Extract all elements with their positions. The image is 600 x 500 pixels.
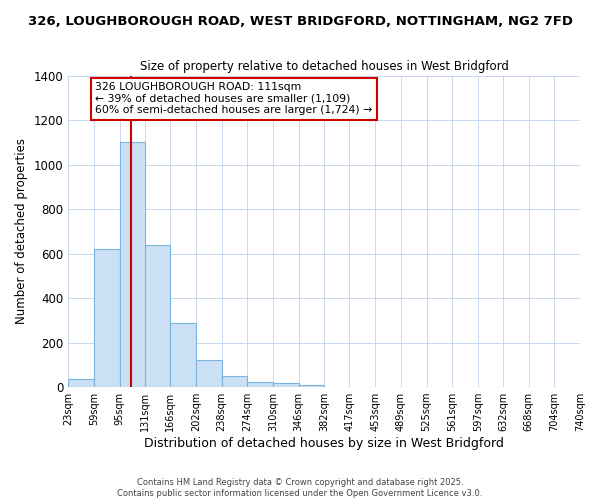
- X-axis label: Distribution of detached houses by size in West Bridgford: Distribution of detached houses by size …: [144, 437, 504, 450]
- Bar: [221, 376, 247, 387]
- Bar: [170, 322, 196, 387]
- Bar: [247, 382, 273, 387]
- Text: 326, LOUGHBOROUGH ROAD, WEST BRIDGFORD, NOTTINGHAM, NG2 7FD: 326, LOUGHBOROUGH ROAD, WEST BRIDGFORD, …: [28, 15, 572, 28]
- Bar: [299, 385, 325, 387]
- Text: Contains HM Land Registry data © Crown copyright and database right 2025.
Contai: Contains HM Land Registry data © Crown c…: [118, 478, 482, 498]
- Bar: [145, 244, 170, 387]
- Bar: [119, 142, 145, 387]
- Bar: [273, 382, 299, 387]
- Bar: [94, 249, 119, 387]
- Y-axis label: Number of detached properties: Number of detached properties: [15, 138, 28, 324]
- Title: Size of property relative to detached houses in West Bridgford: Size of property relative to detached ho…: [140, 60, 509, 73]
- Bar: [196, 360, 221, 387]
- Text: 326 LOUGHBOROUGH ROAD: 111sqm
← 39% of detached houses are smaller (1,109)
60% o: 326 LOUGHBOROUGH ROAD: 111sqm ← 39% of d…: [95, 82, 373, 116]
- Bar: [68, 380, 94, 387]
